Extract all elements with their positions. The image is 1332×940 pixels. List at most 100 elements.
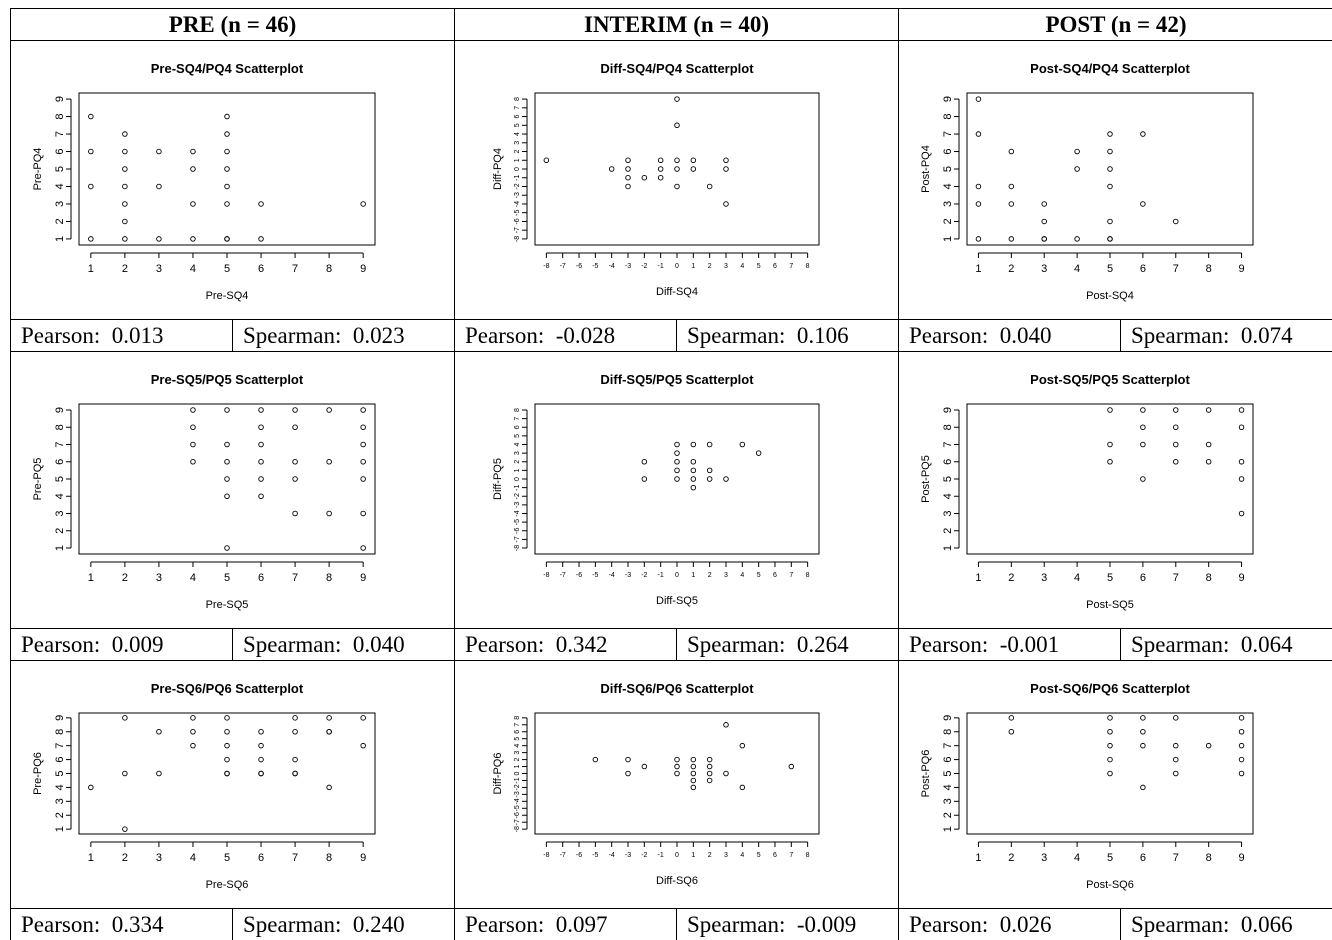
data-point bbox=[1173, 424, 1179, 430]
y-tick-label: 8 bbox=[54, 424, 66, 430]
data-point bbox=[190, 742, 196, 749]
y-tick-label: -8 bbox=[514, 826, 521, 832]
x-tick-label: 4 bbox=[190, 263, 196, 275]
y-tick-label: 2 bbox=[942, 812, 954, 818]
y-tick-label: 1 bbox=[942, 826, 954, 832]
data-point bbox=[156, 770, 162, 777]
y-tick-label: 4 bbox=[54, 183, 66, 189]
data-point bbox=[88, 148, 94, 155]
plot-frame bbox=[534, 712, 820, 835]
data-point bbox=[190, 166, 196, 172]
pearson-label: Pearson: bbox=[465, 912, 545, 937]
data-point bbox=[292, 407, 298, 413]
data-point bbox=[88, 236, 94, 242]
x-tick-label: -2 bbox=[641, 263, 647, 270]
x-tick-label: -8 bbox=[543, 852, 549, 859]
data-point bbox=[88, 784, 94, 791]
data-point bbox=[674, 183, 680, 190]
x-tick-label: 0 bbox=[675, 263, 679, 270]
plot-frame bbox=[534, 403, 820, 555]
data-point bbox=[1205, 742, 1212, 749]
data-point bbox=[1107, 770, 1113, 777]
data-point bbox=[723, 201, 729, 207]
y-tick-label: 6 bbox=[514, 425, 521, 429]
data-point bbox=[592, 756, 599, 763]
y-tick-label: 8 bbox=[514, 716, 521, 720]
data-point bbox=[690, 756, 697, 763]
data-point bbox=[674, 122, 680, 129]
data-point bbox=[1008, 148, 1015, 155]
x-tick-label: -6 bbox=[576, 572, 582, 579]
scatterplot-diff-q6: Diff-SQ6/PQ6 Scatterplot-8 -7 -6 -5 -4 -3 -2 -1… bbox=[492, 681, 820, 887]
y-tick-label: -1 bbox=[514, 484, 521, 490]
spearman-post-q6: Spearman: 0.066 bbox=[1121, 909, 1332, 940]
chart-title: Pre-SQ4/PQ4 Scatterplot bbox=[151, 61, 304, 76]
data-point bbox=[723, 722, 729, 728]
y-axis-label: Post-PQ4 bbox=[920, 145, 932, 193]
x-tick-label: 6 bbox=[258, 852, 264, 864]
x-tick-label: -3 bbox=[625, 263, 631, 270]
x-tick-label: 4 bbox=[1074, 572, 1080, 584]
data-point bbox=[1140, 424, 1146, 430]
data-point bbox=[224, 166, 230, 172]
y-tick-label: -3 bbox=[514, 192, 521, 198]
spearman-value: 0.064 bbox=[1240, 632, 1293, 657]
x-tick-label: -3 bbox=[625, 852, 631, 859]
spearman-label: Spearman: bbox=[1131, 323, 1230, 348]
data-point bbox=[739, 784, 746, 791]
data-point bbox=[360, 715, 366, 721]
data-point bbox=[1107, 236, 1113, 242]
data-point bbox=[543, 157, 550, 164]
y-tick-label: 8 bbox=[514, 408, 521, 412]
data-point bbox=[706, 763, 713, 770]
y-tick-label: -2 bbox=[514, 784, 521, 790]
y-tick-label: 2 bbox=[54, 218, 66, 224]
y-tick-label: 8 bbox=[942, 729, 954, 735]
pearson-value: -0.028 bbox=[555, 323, 616, 348]
plot-row-q6: Pre-SQ6/PQ6 Scatterplot 1 2 3 4 5 6 7 8 9 Pre-SQ6 1… bbox=[11, 661, 1332, 909]
x-tick-label: 9 bbox=[1238, 263, 1244, 275]
x-tick-label: 1 bbox=[88, 852, 94, 864]
x-tick-label: 1 bbox=[88, 263, 94, 275]
y-tick-label: 5 bbox=[514, 123, 521, 127]
data-point bbox=[1238, 742, 1245, 749]
spearman-value: 0.066 bbox=[1240, 912, 1293, 937]
spearman-diff-q6: Spearman: -0.009 bbox=[677, 909, 899, 940]
data-point bbox=[975, 236, 982, 242]
spearman-label: Spearman: bbox=[687, 632, 786, 657]
pearson-diff-q4: Pearson: -0.028 bbox=[455, 320, 677, 351]
y-tick-label: 2 bbox=[54, 528, 66, 534]
y-tick-label: 8 bbox=[942, 424, 954, 430]
y-tick-label: 1 bbox=[514, 764, 521, 768]
data-point bbox=[706, 467, 713, 474]
y-tick-label: -2 bbox=[514, 183, 521, 189]
data-point bbox=[258, 236, 264, 242]
data-point bbox=[1107, 218, 1113, 225]
data-point bbox=[739, 441, 746, 448]
data-point bbox=[122, 826, 128, 832]
data-point bbox=[690, 784, 697, 791]
y-tick-label: 6 bbox=[514, 730, 521, 734]
data-point bbox=[224, 493, 230, 499]
x-tick-label: 8 bbox=[1206, 263, 1212, 275]
y-tick-label: 5 bbox=[514, 737, 521, 741]
x-tick-label: 9 bbox=[1238, 572, 1244, 584]
data-point bbox=[224, 458, 230, 465]
x-tick-label: 5 bbox=[1107, 852, 1113, 864]
spearman-value: 0.240 bbox=[352, 912, 405, 937]
pearson-diff-q6: Pearson: 0.097 bbox=[455, 909, 677, 940]
data-point bbox=[258, 756, 264, 763]
spearman-pre-q6: Spearman: 0.240 bbox=[233, 909, 455, 940]
scatterplot-pre-q6: Pre-SQ6/PQ6 Scatterplot 1 2 3 4 5 6 7 8 9 Pre-SQ6 1… bbox=[32, 681, 376, 891]
x-axis-label: Diff-SQ5 bbox=[656, 595, 698, 607]
pearson-post-q5: Pearson: -0.001 bbox=[899, 629, 1121, 660]
x-tick-label: -7 bbox=[560, 852, 566, 859]
spearman-value: -0.009 bbox=[796, 912, 857, 937]
x-tick-label: 4 bbox=[1074, 852, 1080, 864]
plot-cell-post-q5: Post-SQ5/PQ5 Scatterplot 1 2 3 4 5 6 7 8 9 Post-SQ… bbox=[899, 352, 1332, 628]
y-tick-label: 6 bbox=[514, 115, 521, 119]
spearman-value: 0.264 bbox=[796, 632, 849, 657]
stats-row-q5: Pearson: 0.009 Spearman: 0.040 Pearson: … bbox=[11, 629, 1332, 661]
data-point bbox=[190, 424, 196, 430]
data-point bbox=[706, 441, 713, 448]
